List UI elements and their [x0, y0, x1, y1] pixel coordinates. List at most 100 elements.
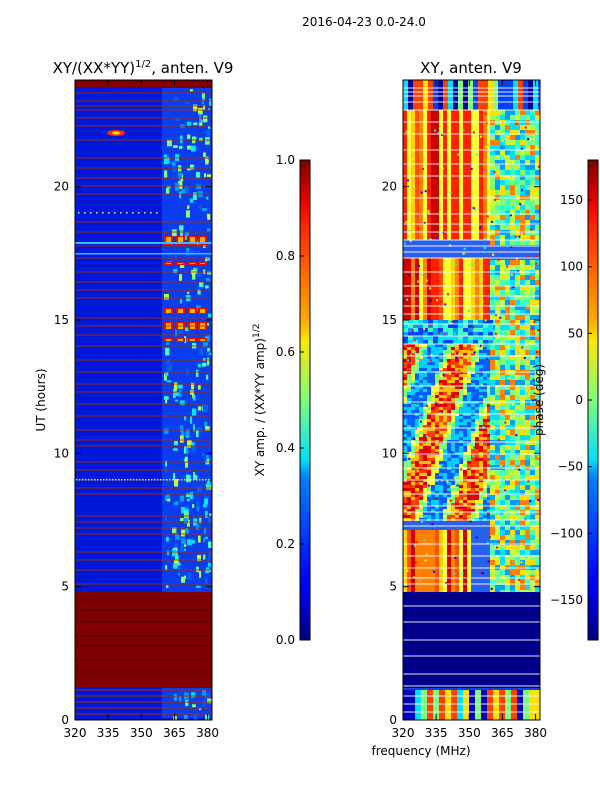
amplitude-speckle-cell	[187, 539, 192, 546]
phase-cell	[520, 275, 525, 280]
phase-speckle-cell	[456, 352, 459, 355]
phase-cell	[443, 324, 448, 328]
phase-cell	[505, 505, 510, 510]
phase-cell	[471, 494, 475, 497]
phase-cell	[490, 180, 495, 185]
phase-cell	[515, 580, 520, 585]
phase-cell	[490, 480, 495, 485]
phase-cell	[447, 482, 451, 485]
phase-stripe	[419, 530, 423, 592]
phase-cell	[407, 383, 411, 386]
amplitude-speckle-cell	[178, 181, 183, 189]
phase-cell	[443, 443, 447, 446]
amplitude-speckle-cell	[174, 478, 179, 487]
phase-cell	[510, 145, 515, 150]
phase-cell	[483, 506, 487, 509]
phase-speckle-cell	[438, 465, 441, 468]
phase-cell	[483, 336, 488, 340]
phase-cell	[535, 330, 540, 335]
phase-speckle-cell	[446, 480, 449, 483]
phase-cell	[411, 407, 415, 410]
phase-cell	[443, 332, 448, 336]
phase-stripe	[439, 530, 443, 592]
phase-cell	[438, 328, 443, 332]
phase-cell	[495, 265, 500, 270]
phase-cell	[525, 495, 530, 500]
phase-cell	[520, 525, 525, 530]
phase-cell	[500, 555, 505, 560]
amplitude-speckle-cell	[186, 716, 189, 719]
phase-cell	[483, 398, 487, 401]
phase-cell	[467, 365, 471, 368]
phase-stripe	[445, 690, 451, 720]
phase-x-ticks: 320 335 350 365 380	[392, 80, 547, 740]
amplitude-speckle-cell	[175, 533, 180, 541]
amplitude-speckle-cell	[206, 138, 209, 143]
phase-cell	[479, 485, 483, 488]
phase-speckle-cell	[440, 133, 443, 136]
phase-cell	[535, 130, 540, 135]
phase-cell	[495, 155, 500, 160]
phase-cell	[443, 449, 447, 452]
phase-cell	[403, 455, 407, 458]
phase-cell	[443, 476, 447, 479]
phase-cell	[415, 377, 419, 380]
phase-speckle-cell	[518, 468, 521, 471]
phase-cell	[455, 353, 459, 356]
phase-cell	[403, 383, 407, 386]
amplitude-burst-core	[200, 263, 205, 264]
phase-cell	[490, 185, 495, 190]
phase-cell	[413, 336, 418, 340]
phase-cell	[535, 185, 540, 190]
phase-cell	[520, 310, 525, 315]
phase-cell	[483, 461, 487, 464]
amplitude-speckle-cell	[179, 178, 183, 182]
amplitude-speckle-cell	[166, 188, 169, 191]
phase-speckle-cell	[532, 366, 535, 369]
phase-cell	[407, 428, 411, 431]
phase-cell	[525, 210, 530, 215]
phase-cell	[530, 485, 535, 490]
phase-cell	[495, 420, 500, 425]
phase-cell	[525, 380, 530, 385]
phase-cell	[443, 392, 447, 395]
phase-cell	[495, 210, 500, 215]
amplitude-speckle-cell	[166, 359, 171, 365]
phase-stripe	[538, 80, 540, 110]
phase-cell	[407, 374, 411, 377]
amplitude-speckle-cell	[205, 714, 210, 720]
phase-cell	[490, 135, 495, 140]
phase-cell	[530, 175, 535, 180]
phase-cell	[415, 356, 419, 359]
phase-cell	[431, 407, 435, 410]
phase-cell	[435, 437, 439, 440]
phase-cell	[453, 340, 458, 344]
phase-cell	[459, 419, 463, 422]
phase-cell	[510, 265, 515, 270]
phase-cell	[411, 461, 415, 464]
phase-cell	[439, 482, 443, 485]
phase-speckle-cell	[406, 298, 409, 301]
phase-cell	[530, 320, 535, 325]
phase-cell	[525, 125, 530, 130]
amplitude-speckle-cell	[207, 357, 210, 366]
phase-cell	[443, 494, 447, 497]
phase-cell	[467, 368, 471, 371]
phase-cell	[487, 383, 491, 386]
phase-cell	[463, 332, 468, 336]
phase-speckle-cell	[410, 485, 413, 488]
phase-cell	[455, 491, 459, 494]
phase-speckle-cell	[421, 126, 424, 129]
phase-cell	[463, 500, 467, 503]
phase-cell	[467, 491, 471, 494]
amplitude-speckle-cell	[180, 518, 184, 522]
phase-cell	[467, 500, 471, 503]
phase-cell	[510, 485, 515, 490]
phase-cell	[427, 446, 431, 449]
phase-cell	[411, 464, 415, 467]
phase-speckle-cell	[422, 167, 425, 170]
phase-cell	[431, 446, 435, 449]
phase-cell	[439, 476, 443, 479]
phase-cell	[471, 485, 475, 488]
phase-cell	[411, 470, 415, 473]
